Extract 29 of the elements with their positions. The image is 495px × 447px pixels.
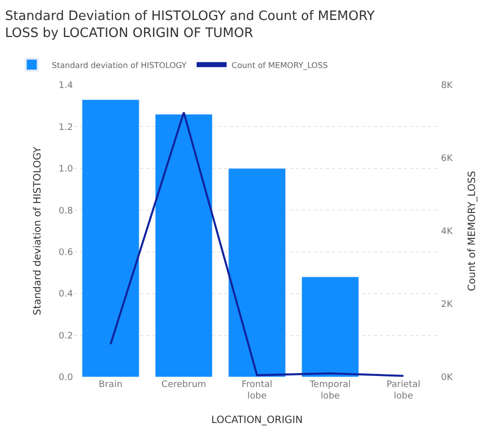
legend-label: Standard deviation of HISTOLOGY bbox=[52, 60, 187, 70]
y-tick-label: 1.4 bbox=[58, 81, 74, 92]
y-tick-label: 1.0 bbox=[58, 164, 74, 175]
y2-tick-label: 6K bbox=[441, 154, 454, 164]
bar bbox=[82, 99, 140, 377]
y-tick-label: 0.0 bbox=[58, 373, 74, 384]
y2-tick-label: 8K bbox=[441, 81, 454, 92]
y-tick-label: 0.4 bbox=[58, 290, 74, 300]
y-tick-label: 0.6 bbox=[58, 248, 74, 258]
y-tick-label: 0.8 bbox=[58, 206, 74, 216]
y2-tick-label: 2K bbox=[441, 300, 454, 310]
x-tick-label: Frontal lobe bbox=[242, 380, 272, 402]
chart-title: Standard Deviation of HISTOLOGY and Count of MEMORY LOSS by LOCATION ORIGIN OF TUMOR bbox=[4, 9, 375, 42]
bar bbox=[155, 114, 213, 377]
x-tick-label: Brain bbox=[98, 380, 122, 390]
y2-tick-label: 0K bbox=[441, 373, 454, 384]
x-axis-title: LOCATION_ORIGIN bbox=[211, 415, 303, 426]
legend-label: Count of MEMORY_LOSS bbox=[232, 60, 328, 70]
x-tick-label: Cerebrum bbox=[161, 380, 206, 390]
x-tick-label: Temporal lobe bbox=[308, 380, 351, 402]
y-axis-title: Standard deviation of HISTOLOGY bbox=[32, 146, 44, 316]
bar bbox=[228, 168, 286, 377]
y-tick-label: 1.2 bbox=[58, 122, 73, 133]
x-tick-label: Parietal lobe bbox=[386, 380, 420, 402]
y2-axis-title: Count of MEMORY_LOSS bbox=[467, 170, 478, 292]
bar bbox=[301, 276, 359, 377]
y-tick-label: 0.2 bbox=[58, 331, 73, 342]
line-series bbox=[110, 111, 404, 377]
y2-tick-label: 4K bbox=[441, 227, 454, 238]
